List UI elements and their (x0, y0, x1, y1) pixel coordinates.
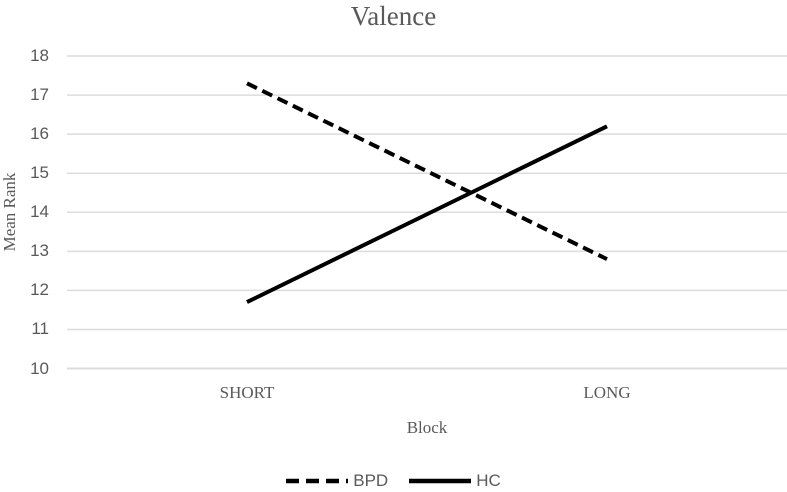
x-tick-label: LONG (583, 383, 631, 402)
y-tick-label: 10 (30, 358, 49, 378)
legend-line-sample-dashed (286, 478, 349, 484)
y-tick-label: 12 (30, 280, 49, 300)
legend-item-hc: HC (409, 471, 501, 491)
y-tick-label: 16 (30, 124, 49, 144)
legend-item-bpd: BPD (286, 471, 388, 491)
y-tick-label: 17 (30, 85, 49, 105)
y-tick-label: 13 (30, 241, 49, 261)
legend-label: HC (476, 471, 501, 490)
x-tick-label: SHORT (219, 383, 275, 402)
y-tick-label: 11 (31, 319, 49, 339)
y-tick-label: 18 (30, 46, 49, 65)
series-line-bpd (246, 81, 608, 261)
legend: BPD HC (0, 471, 787, 491)
x-axis-title: Block (406, 418, 448, 437)
y-tick-label: 15 (30, 163, 49, 183)
chart-title: Valence (350, 1, 437, 31)
y-tick-label: 14 (30, 202, 49, 222)
legend-label: BPD (353, 471, 389, 490)
legend-line-sample-solid (409, 478, 472, 484)
series-line-hc (246, 124, 608, 304)
